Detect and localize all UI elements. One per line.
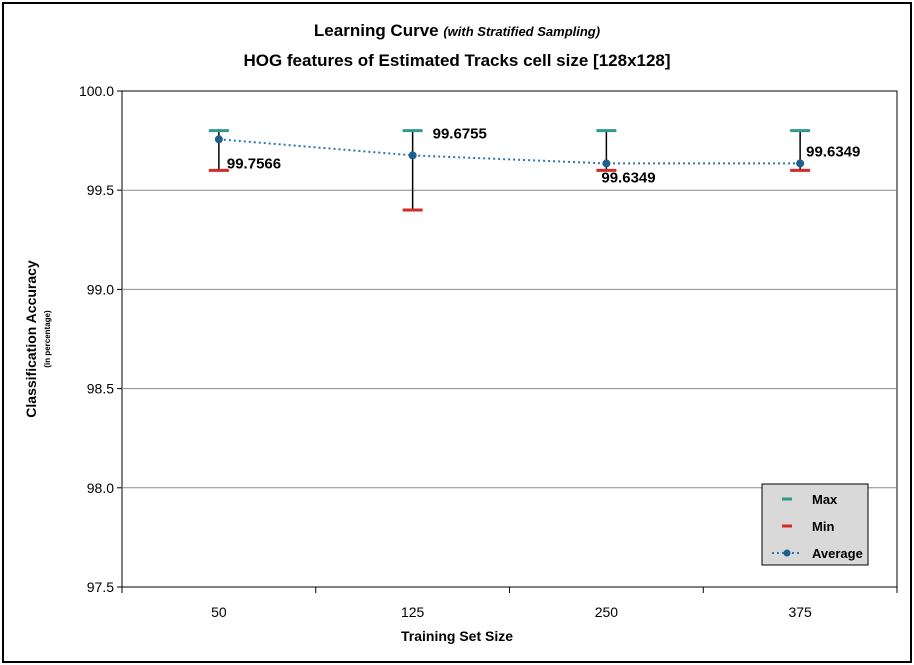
average-point [408,151,417,160]
legend-label-average: Average [812,546,863,561]
y-tick-label: 99.5 [87,182,114,198]
y-tick-label: 99.0 [87,281,114,297]
chart-title: Learning Curve (with Stratified Sampling… [314,21,600,40]
data-label: 99.6349 [601,169,655,186]
y-tick-label: 98.0 [87,480,114,496]
average-series-line [218,138,801,165]
x-axis-label: Training Set Size [401,628,513,644]
legend-swatch-average [783,549,791,557]
x-tick-label: 250 [595,604,619,620]
x-tick-label: 50 [211,604,227,620]
average-point [602,159,611,168]
average-point [796,159,805,168]
chart-title-note: (with Stratified Sampling) [443,24,600,39]
x-tick-label: 125 [401,604,425,620]
learning-curve-chart: Learning Curve (with Stratified Sampling… [23,21,898,644]
y-tick-label: 97.5 [87,579,114,595]
y-axis-label: Classification Accuracy [23,260,39,418]
chart-subtitle: HOG features of Estimated Tracks cell si… [243,51,670,70]
average-point [214,135,223,144]
legend-label-max: Max [812,492,838,507]
y-tick-label: 98.5 [87,381,114,397]
data-label: 99.7566 [227,155,281,172]
data-label: 99.6349 [806,143,860,160]
data-label: 99.6755 [433,125,487,142]
legend-label-min: Min [812,519,834,534]
y-axis-label-note: (in percentage) [43,310,52,368]
y-tick-label: 100.0 [79,83,114,99]
legend-box [761,483,869,566]
x-tick-label: 375 [788,604,812,620]
chart-title-main: Learning Curve [314,21,443,40]
